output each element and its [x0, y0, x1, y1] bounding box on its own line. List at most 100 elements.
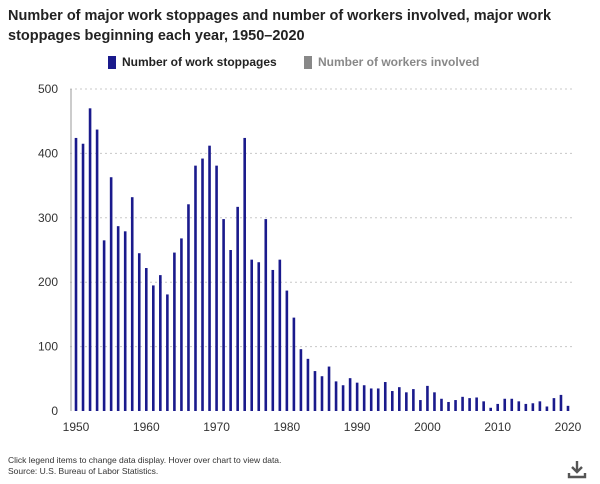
y-tick-label: 0	[51, 404, 58, 418]
bar[interactable]	[559, 394, 563, 411]
bar[interactable]	[173, 252, 176, 411]
y-tick-label: 100	[38, 340, 58, 354]
x-tick-label: 2020	[555, 420, 582, 434]
bar[interactable]	[475, 397, 478, 411]
bar[interactable]	[236, 206, 239, 411]
bar[interactable]	[102, 240, 106, 411]
y-tick-label: 300	[38, 211, 58, 225]
bar[interactable]	[250, 259, 254, 411]
bar[interactable]	[362, 385, 366, 411]
legend-item-work-stoppages[interactable]: Number of work stoppages	[108, 53, 277, 71]
bar[interactable]	[517, 401, 521, 411]
legend-swatch-work-stoppages	[108, 55, 116, 69]
bar[interactable]	[398, 387, 401, 411]
bar[interactable]	[166, 294, 169, 411]
bar[interactable]	[243, 137, 246, 411]
legend: Number of work stoppages Number of worke…	[0, 53, 600, 71]
bar[interactable]	[496, 403, 500, 411]
bar[interactable]	[292, 317, 296, 411]
footer-source: Source: U.S. Bureau of Labor Statistics.	[8, 466, 159, 476]
bar[interactable]	[468, 398, 471, 411]
bar[interactable]	[285, 290, 289, 411]
bar[interactable]	[334, 381, 338, 411]
bar[interactable]	[405, 392, 408, 411]
bar[interactable]	[299, 349, 303, 411]
bar[interactable]	[376, 388, 380, 411]
bar[interactable]	[482, 401, 485, 411]
bar[interactable]	[503, 398, 507, 411]
bar[interactable]	[130, 197, 134, 411]
bar[interactable]	[201, 158, 204, 411]
bar[interactable]	[116, 226, 120, 411]
bar[interactable]	[222, 219, 225, 411]
x-axis: 1950 1960 1970 1980 1990 2000 2010 2020	[63, 420, 582, 434]
gridlines	[70, 88, 575, 348]
bar[interactable]	[95, 129, 99, 411]
bar[interactable]	[81, 143, 85, 411]
chart-title: Number of major work stoppages and numbe…	[8, 8, 552, 44]
bar[interactable]	[215, 165, 218, 411]
bar[interactable]	[74, 137, 78, 411]
bar[interactable]	[271, 269, 275, 411]
bar[interactable]	[144, 268, 148, 411]
bar[interactable]	[524, 403, 528, 411]
bar[interactable]	[461, 396, 464, 411]
bar[interactable]	[313, 371, 317, 411]
bar[interactable]	[545, 406, 549, 411]
x-tick-label: 1960	[133, 420, 160, 434]
bar[interactable]	[433, 392, 436, 411]
bar[interactable]	[109, 177, 113, 411]
bar[interactable]	[454, 400, 457, 411]
bar[interactable]	[208, 145, 211, 412]
bar[interactable]	[447, 401, 450, 411]
bar[interactable]	[426, 385, 429, 411]
bar[interactable]	[531, 403, 535, 411]
bar[interactable]	[355, 382, 359, 411]
y-tick-label: 200	[38, 275, 58, 289]
bar[interactable]	[229, 250, 232, 411]
bar[interactable]	[137, 253, 141, 411]
bar[interactable]	[348, 378, 352, 411]
bar[interactable]	[440, 398, 443, 411]
bar[interactable]	[552, 398, 556, 411]
bar[interactable]	[187, 204, 190, 411]
y-axis: 0 100 200 300 400 500	[38, 82, 72, 418]
x-tick-label: 1990	[344, 420, 371, 434]
bar[interactable]	[383, 382, 387, 411]
download-icon[interactable]	[566, 458, 588, 480]
bar[interactable]	[566, 405, 570, 411]
x-tick-label: 1950	[63, 420, 90, 434]
bar[interactable]	[264, 219, 268, 411]
legend-label-work-stoppages: Number of work stoppages	[122, 55, 277, 69]
footer-note: Click legend items to change data displa…	[8, 455, 282, 465]
bar[interactable]	[320, 376, 324, 411]
bar[interactable]	[489, 407, 492, 411]
x-tick-label: 2010	[484, 420, 511, 434]
bar[interactable]	[88, 108, 92, 411]
bar[interactable]	[278, 259, 282, 411]
bar[interactable]	[159, 275, 162, 411]
bar-chart[interactable]: 0 100 200 300 400 500 1950 1960 1970 1980 1990 200…	[0, 75, 600, 435]
bar[interactable]	[194, 165, 197, 411]
bar[interactable]	[369, 388, 373, 411]
bar[interactable]	[180, 238, 183, 411]
bar[interactable]	[538, 401, 542, 411]
bar[interactable]	[152, 285, 155, 411]
x-tick-label: 1970	[203, 420, 230, 434]
y-tick-label: 400	[38, 146, 58, 160]
legend-item-workers-involved[interactable]: Number of workers involved	[304, 53, 479, 71]
bar[interactable]	[257, 262, 261, 411]
bar[interactable]	[510, 398, 514, 411]
legend-label-workers-involved: Number of workers involved	[318, 55, 480, 69]
bar[interactable]	[341, 385, 345, 411]
bar[interactable]	[419, 400, 422, 411]
bar[interactable]	[123, 231, 127, 411]
bar[interactable]	[327, 366, 331, 411]
legend-swatch-workers-involved	[304, 55, 312, 69]
x-tick-label: 2000	[414, 420, 441, 434]
bar[interactable]	[390, 391, 394, 411]
bars	[74, 108, 570, 412]
x-tick-label: 1980	[274, 420, 301, 434]
bar[interactable]	[306, 358, 310, 411]
bar[interactable]	[412, 389, 415, 411]
